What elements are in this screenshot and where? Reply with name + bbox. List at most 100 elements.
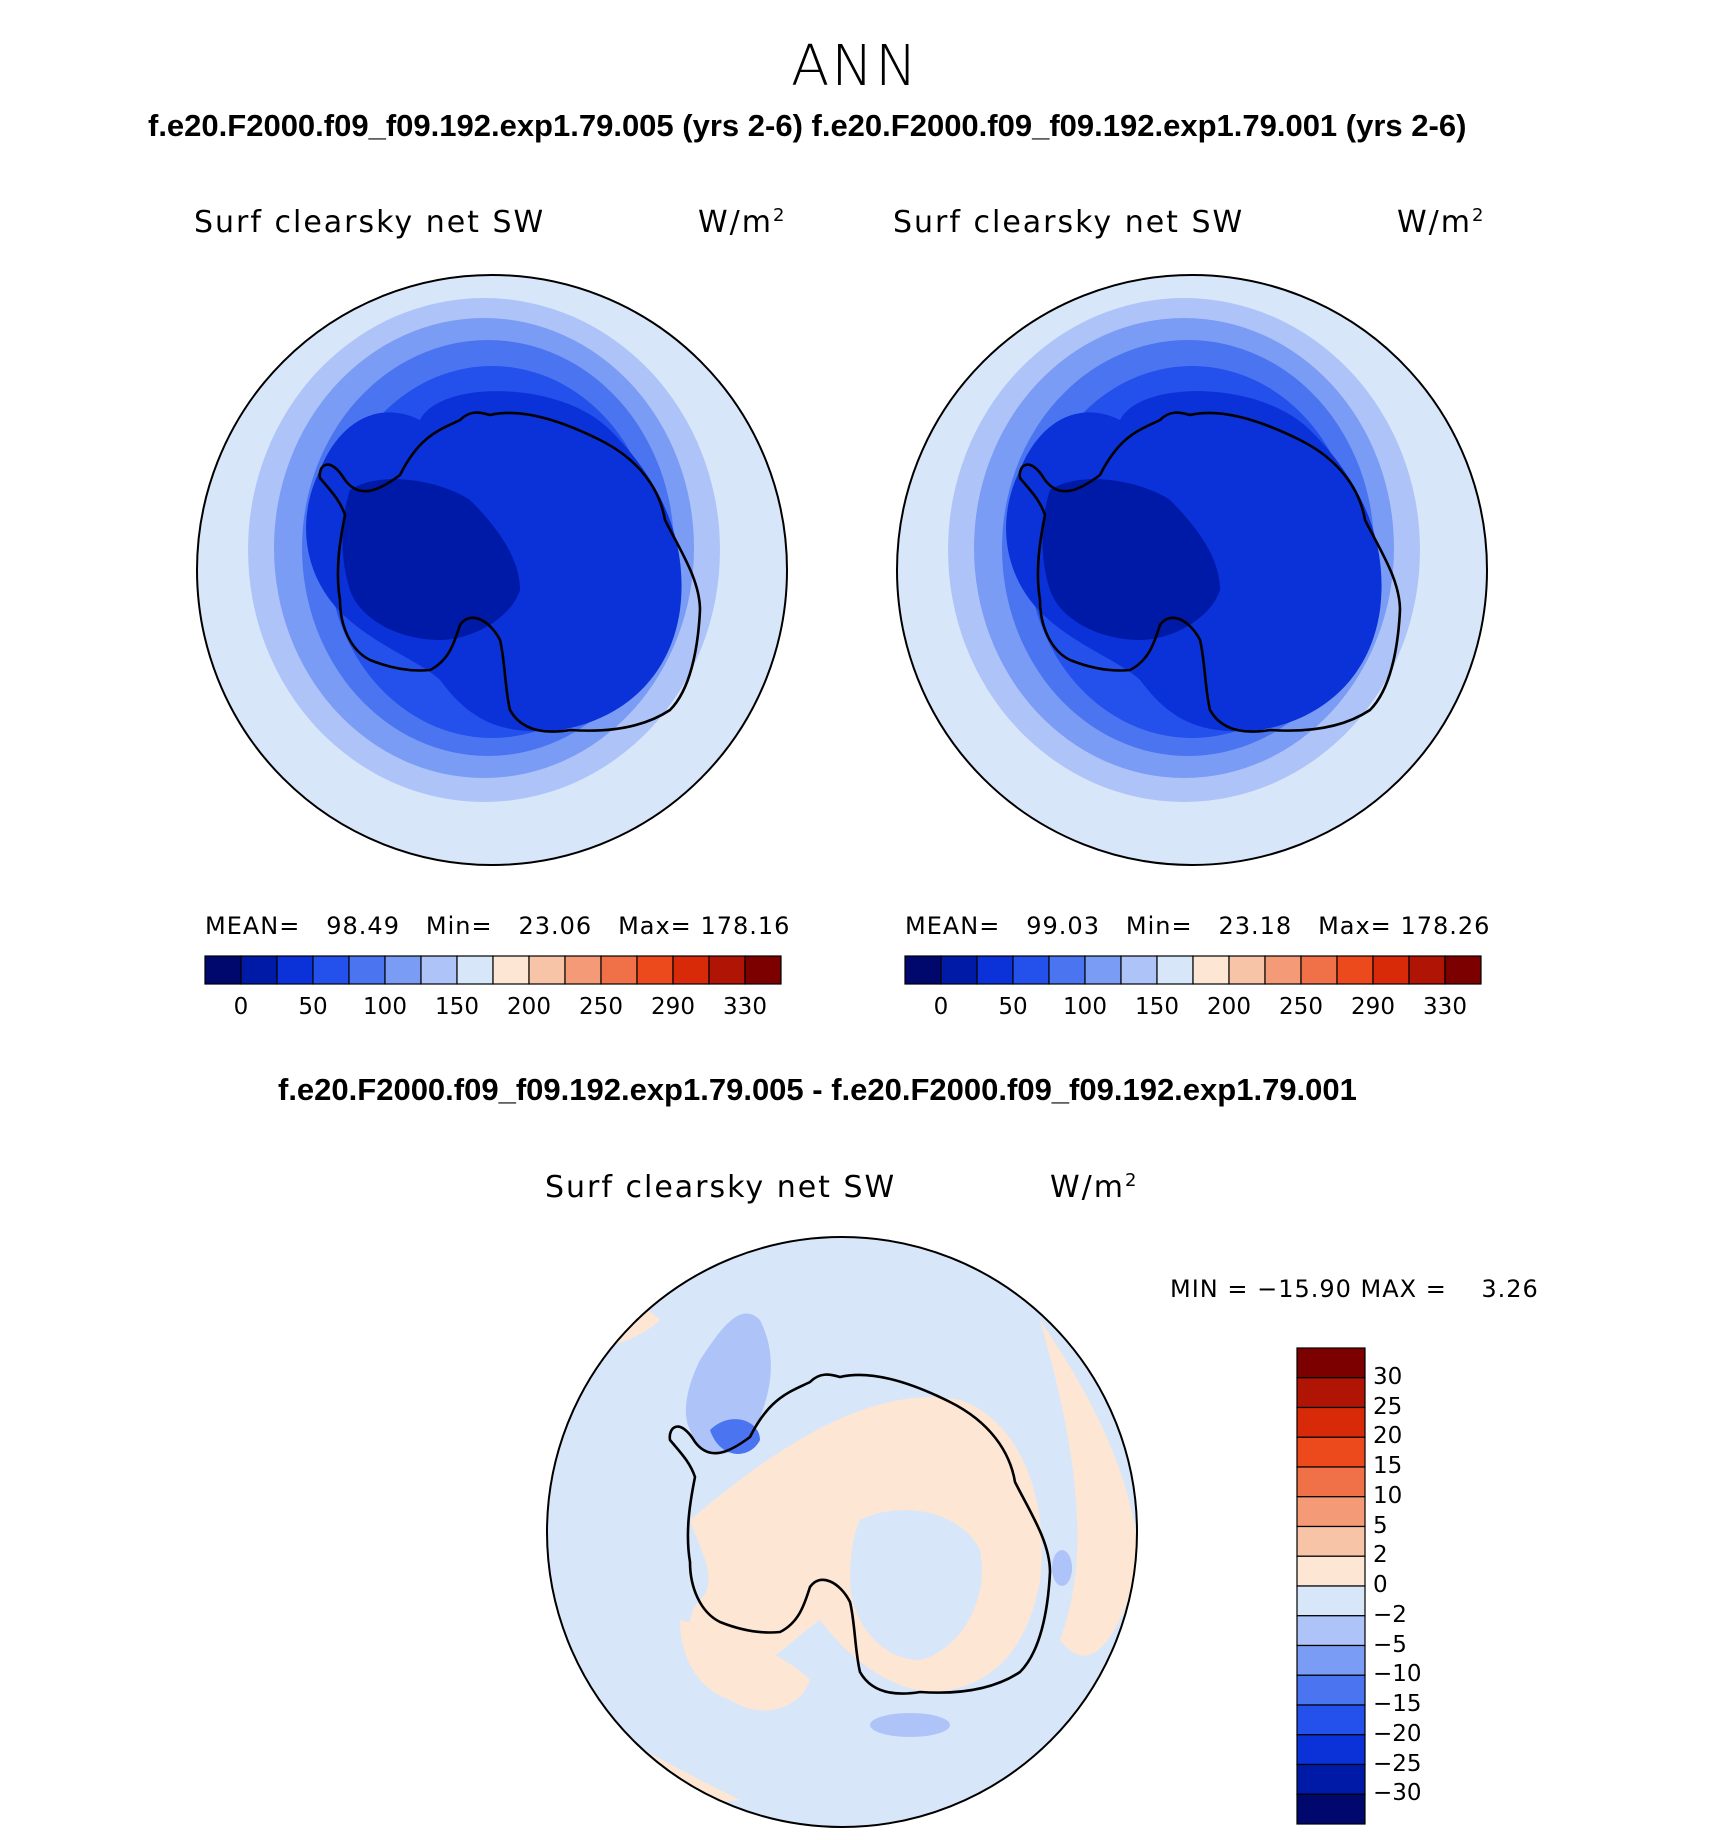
diff-colorbar-tick-label: −30 (1373, 1780, 1422, 1807)
panel1-colorbar (204, 955, 782, 985)
panel2-colorbar-swatch (1336, 955, 1374, 985)
diff-colorbar-swatch (1296, 1347, 1366, 1379)
diff-variable-label: Surf clearsky net SW (545, 1170, 897, 1205)
panel2-colorbar-swatch (1408, 955, 1446, 985)
panel1-colorbar-swatch (240, 955, 278, 985)
diff-colorbar-tick-label: 30 (1373, 1363, 1403, 1390)
panel2-variable-label: Surf clearsky net SW (893, 205, 1245, 240)
panel2-colorbar-tick-label: 250 (1279, 994, 1323, 1020)
panel1-colorbar-tick-label: 290 (651, 994, 695, 1020)
panel1-colorbar-tick-label: 330 (723, 994, 767, 1020)
panel1-colorbar-swatch (348, 955, 386, 985)
panel1-colorbar-swatch (456, 955, 494, 985)
panel2-colorbar-tick-label: 0 (933, 994, 949, 1020)
diff-map-boundary (546, 1236, 1138, 1828)
panel2-colorbar-tick-label: 330 (1423, 994, 1467, 1020)
panel1-colorbar-swatch (744, 955, 782, 985)
panel2-colorbar-swatch (1156, 955, 1194, 985)
panel2-antarctica-coastline (1018, 411, 1402, 733)
diff-colorbar-tick-label: −5 (1373, 1631, 1407, 1658)
panel2-colorbar-tick-label: 50 (998, 994, 1028, 1020)
difference-title: f.e20.F2000.f09_f09.192.exp1.79.005 - f.… (278, 1072, 1357, 1107)
panel1-colorbar-tick-label: 200 (507, 994, 551, 1020)
panel2-colorbar (904, 955, 1482, 985)
panel1-colorbar-swatch (384, 955, 422, 985)
case-comparison-title: f.e20.F2000.f09_f09.192.exp1.79.005 (yrs… (148, 108, 1467, 143)
panel2-units: W/m2 (1397, 205, 1486, 240)
panel1-colorbar-tick-label: 50 (298, 994, 328, 1020)
diff-colorbar-swatch (1296, 1436, 1366, 1468)
diff-colorbar-swatch (1296, 1496, 1366, 1528)
diff-colorbar-tick-label: −15 (1373, 1691, 1422, 1717)
diff-colorbar-tick-label: 2 (1373, 1542, 1388, 1569)
panel1-stats: MEAN= 98.49 Min= 23.06 Max= 178.16 (205, 912, 791, 940)
diff-colorbar-tick-label: −2 (1373, 1601, 1407, 1628)
panel1-colorbar-swatch (204, 955, 242, 985)
panel1-colorbar-swatch (420, 955, 458, 985)
diff-colorbar-swatch (1296, 1466, 1366, 1498)
panel2-colorbar-swatch (1300, 955, 1338, 985)
diff-colorbar-tick-label: −25 (1373, 1750, 1422, 1777)
panel1-colorbar-swatch (636, 955, 674, 985)
panel1-colorbar-swatch (492, 955, 530, 985)
panel2-colorbar-swatch (1264, 955, 1302, 985)
diff-colorbar-tick-label: 20 (1373, 1423, 1403, 1450)
panel2-colorbar-swatch (904, 955, 942, 985)
diff-colorbar-swatch (1296, 1644, 1366, 1676)
panel2-colorbar-swatch (1012, 955, 1050, 985)
panel1-colorbar-swatch (312, 955, 350, 985)
panel2-stats: MEAN= 99.03 Min= 23.18 Max= 178.26 (905, 912, 1491, 940)
panel2-colorbar-tick-label: 150 (1135, 994, 1179, 1020)
diff-colorbar-tick-label: −10 (1373, 1661, 1422, 1688)
panel1-colorbar-swatch (672, 955, 710, 985)
panel1-colorbar-swatch (528, 955, 566, 985)
panel2-colorbar-swatch (1372, 955, 1410, 985)
panel2-colorbar-swatch (1048, 955, 1086, 985)
diff-colorbar-swatch (1296, 1704, 1366, 1736)
diff-min-max: MIN = −15.90 MAX = 3.26 (1170, 1275, 1539, 1303)
diff-colorbar-tick-label: 15 (1373, 1453, 1403, 1479)
diff-colorbar-swatch (1296, 1555, 1366, 1587)
diff-colorbar-tick-label: 25 (1373, 1393, 1403, 1420)
diff-colorbar-swatch (1296, 1406, 1366, 1438)
panel1-colorbar-tick-label: 250 (579, 994, 623, 1020)
diff-antarctica-coastline (668, 1373, 1052, 1695)
panel2-map-boundary (896, 274, 1488, 866)
panel1-colorbar-tick-label: 100 (363, 994, 407, 1020)
diff-colorbar-tick-label: 5 (1373, 1512, 1388, 1539)
diff-colorbar-tick-label: 10 (1373, 1482, 1403, 1509)
panel1-antarctica-coastline (318, 411, 702, 733)
panel2-colorbar-tick-label: 200 (1207, 994, 1251, 1020)
panel1-map-boundary (196, 274, 788, 866)
diff-colorbar-swatch (1296, 1377, 1366, 1409)
panel2-colorbar-swatch (1192, 955, 1230, 985)
diff-colorbar (1296, 1347, 1366, 1825)
panel2-colorbar-swatch (1084, 955, 1122, 985)
diff-colorbar-swatch (1296, 1734, 1366, 1766)
panel1-colorbar-swatch (564, 955, 602, 985)
panel1-colorbar-tick-label: 0 (233, 994, 249, 1020)
panel2-colorbar-tick-label: 100 (1063, 994, 1107, 1020)
panel1-colorbar-swatch (600, 955, 638, 985)
panel1-colorbar-tick-label: 150 (435, 994, 479, 1020)
diff-colorbar-swatch (1296, 1615, 1366, 1647)
panel2-colorbar-swatch (1444, 955, 1482, 985)
panel2-colorbar-swatch (1120, 955, 1158, 985)
panel1-variable-label: Surf clearsky net SW (194, 205, 546, 240)
panel2-colorbar-swatch (1228, 955, 1266, 985)
diff-colorbar-swatch (1296, 1585, 1366, 1617)
panel1-colorbar-swatch (276, 955, 314, 985)
diff-colorbar-swatch (1296, 1793, 1366, 1825)
diff-units: W/m2 (1050, 1170, 1139, 1205)
panel2-colorbar-tick-label: 290 (1351, 994, 1395, 1020)
diff-colorbar-tick-label: −20 (1373, 1720, 1422, 1747)
diff-colorbar-swatch (1296, 1674, 1366, 1706)
diff-colorbar-swatch (1296, 1763, 1366, 1795)
panel1-units: W/m2 (698, 205, 787, 240)
diff-colorbar-tick-label: 0 (1373, 1572, 1388, 1598)
panel2-colorbar-swatch (940, 955, 978, 985)
panel2-colorbar-swatch (976, 955, 1014, 985)
panel1-colorbar-swatch (708, 955, 746, 985)
season-title: ANN (790, 34, 920, 99)
